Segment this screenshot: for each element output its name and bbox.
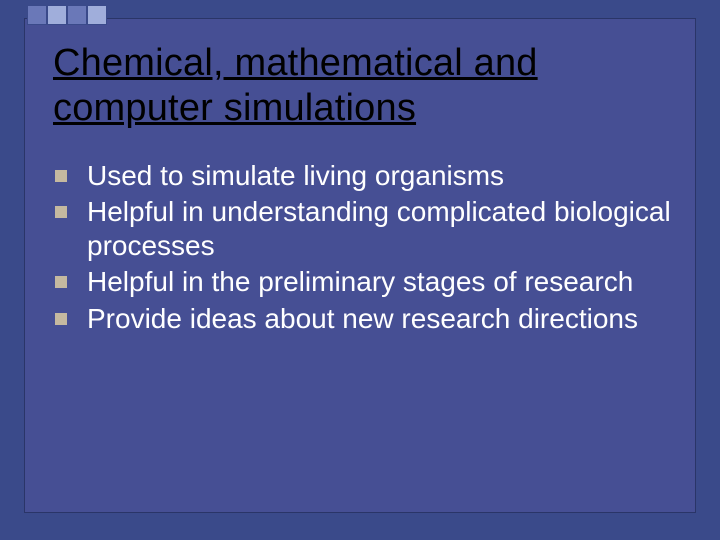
bullet-list: Used to simulate living organisms Helpfu… <box>53 159 673 338</box>
square-icon <box>87 5 107 25</box>
square-icon <box>27 5 47 25</box>
decorative-squares <box>27 5 107 25</box>
slide: Chemical, mathematical and computer simu… <box>0 0 720 540</box>
bullet-marker-icon <box>55 170 67 182</box>
list-item: Helpful in understanding complicated bio… <box>53 195 673 263</box>
list-item-text: Helpful in the preliminary stages of res… <box>87 266 633 297</box>
content-panel: Chemical, mathematical and computer simu… <box>24 18 696 513</box>
bullet-marker-icon <box>55 276 67 288</box>
list-item-text: Helpful in understanding complicated bio… <box>87 196 671 261</box>
list-item: Used to simulate living organisms <box>53 159 673 193</box>
bullet-marker-icon <box>55 206 67 218</box>
square-icon <box>47 5 67 25</box>
list-item: Provide ideas about new research directi… <box>53 302 673 336</box>
list-item-text: Provide ideas about new research directi… <box>87 303 638 334</box>
square-icon <box>67 5 87 25</box>
list-item: Helpful in the preliminary stages of res… <box>53 265 673 299</box>
list-item-text: Used to simulate living organisms <box>87 160 504 191</box>
bullet-marker-icon <box>55 313 67 325</box>
slide-title: Chemical, mathematical and computer simu… <box>53 41 663 131</box>
